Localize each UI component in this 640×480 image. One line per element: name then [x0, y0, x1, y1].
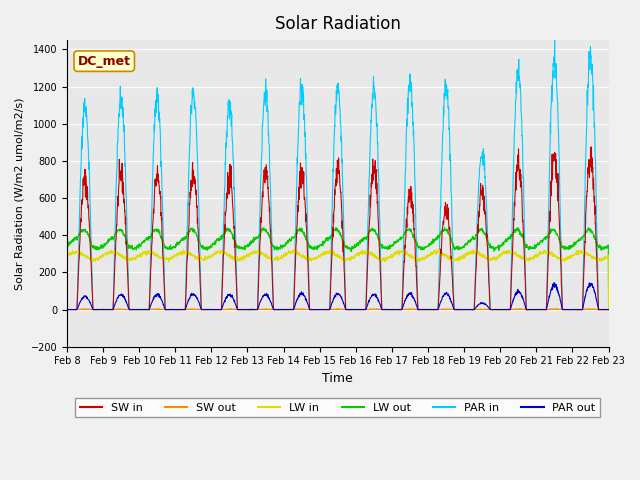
PAR in [551, 35, 559, 41]
SW in [353, 307, 361, 312]
PAR in [557, 235, 564, 240]
LW in [572, 252, 580, 257]
LW out [495, 248, 503, 253]
SW in [63, 307, 71, 312]
PAR out [550, 280, 558, 286]
SW out [154, 306, 161, 312]
SW in [557, 257, 564, 263]
PAR in [495, 307, 503, 312]
LW in [214, 249, 222, 255]
Line: SW in: SW in [67, 147, 609, 310]
PAR in [353, 307, 361, 312]
LW in [495, 252, 503, 257]
LW in [434, 246, 442, 252]
SW in [605, 307, 612, 312]
PAR out [557, 300, 564, 305]
LW out [514, 225, 522, 230]
LW out [63, 243, 71, 249]
SW out [572, 307, 580, 312]
PAR in [365, 176, 373, 182]
PAR out [495, 307, 503, 312]
SW in [214, 307, 222, 312]
LW out [572, 240, 580, 246]
Line: SW out: SW out [67, 309, 609, 310]
PAR out [353, 307, 361, 312]
Legend: SW in, SW out, LW in, LW out, PAR in, PAR out: SW in, SW out, LW in, LW out, PAR in, PA… [76, 398, 600, 417]
SW in [365, 227, 373, 233]
Line: PAR out: PAR out [67, 283, 609, 310]
PAR in [605, 307, 612, 312]
Line: LW out: LW out [67, 228, 609, 310]
PAR out [572, 307, 580, 312]
PAR in [572, 307, 580, 312]
SW out [495, 307, 503, 313]
Line: LW in: LW in [67, 249, 609, 310]
PAR out [214, 307, 222, 312]
SW out [557, 307, 564, 312]
X-axis label: Time: Time [323, 372, 353, 385]
LW in [605, 307, 612, 312]
SW out [605, 307, 612, 312]
LW in [365, 251, 373, 256]
PAR out [63, 307, 71, 312]
LW out [353, 242, 361, 248]
PAR in [214, 307, 222, 312]
SW out [214, 307, 222, 312]
SW out [365, 307, 373, 312]
SW out [63, 307, 71, 312]
SW out [353, 307, 361, 312]
Y-axis label: Solar Radiation (W/m2 umol/m2/s): Solar Radiation (W/m2 umol/m2/s) [15, 97, 25, 289]
LW out [214, 237, 222, 242]
PAR in [63, 307, 71, 312]
Title: Solar Radiation: Solar Radiation [275, 15, 401, 33]
SW in [572, 307, 580, 312]
SW in [587, 144, 595, 150]
SW out [575, 307, 582, 313]
LW in [63, 253, 71, 259]
PAR out [365, 298, 373, 303]
LW in [557, 255, 564, 261]
LW in [353, 252, 361, 258]
LW out [365, 230, 373, 236]
SW in [495, 307, 503, 312]
Text: DC_met: DC_met [77, 55, 131, 68]
LW out [557, 239, 564, 245]
PAR out [605, 307, 612, 312]
Line: PAR in: PAR in [67, 38, 609, 310]
LW out [605, 307, 612, 312]
